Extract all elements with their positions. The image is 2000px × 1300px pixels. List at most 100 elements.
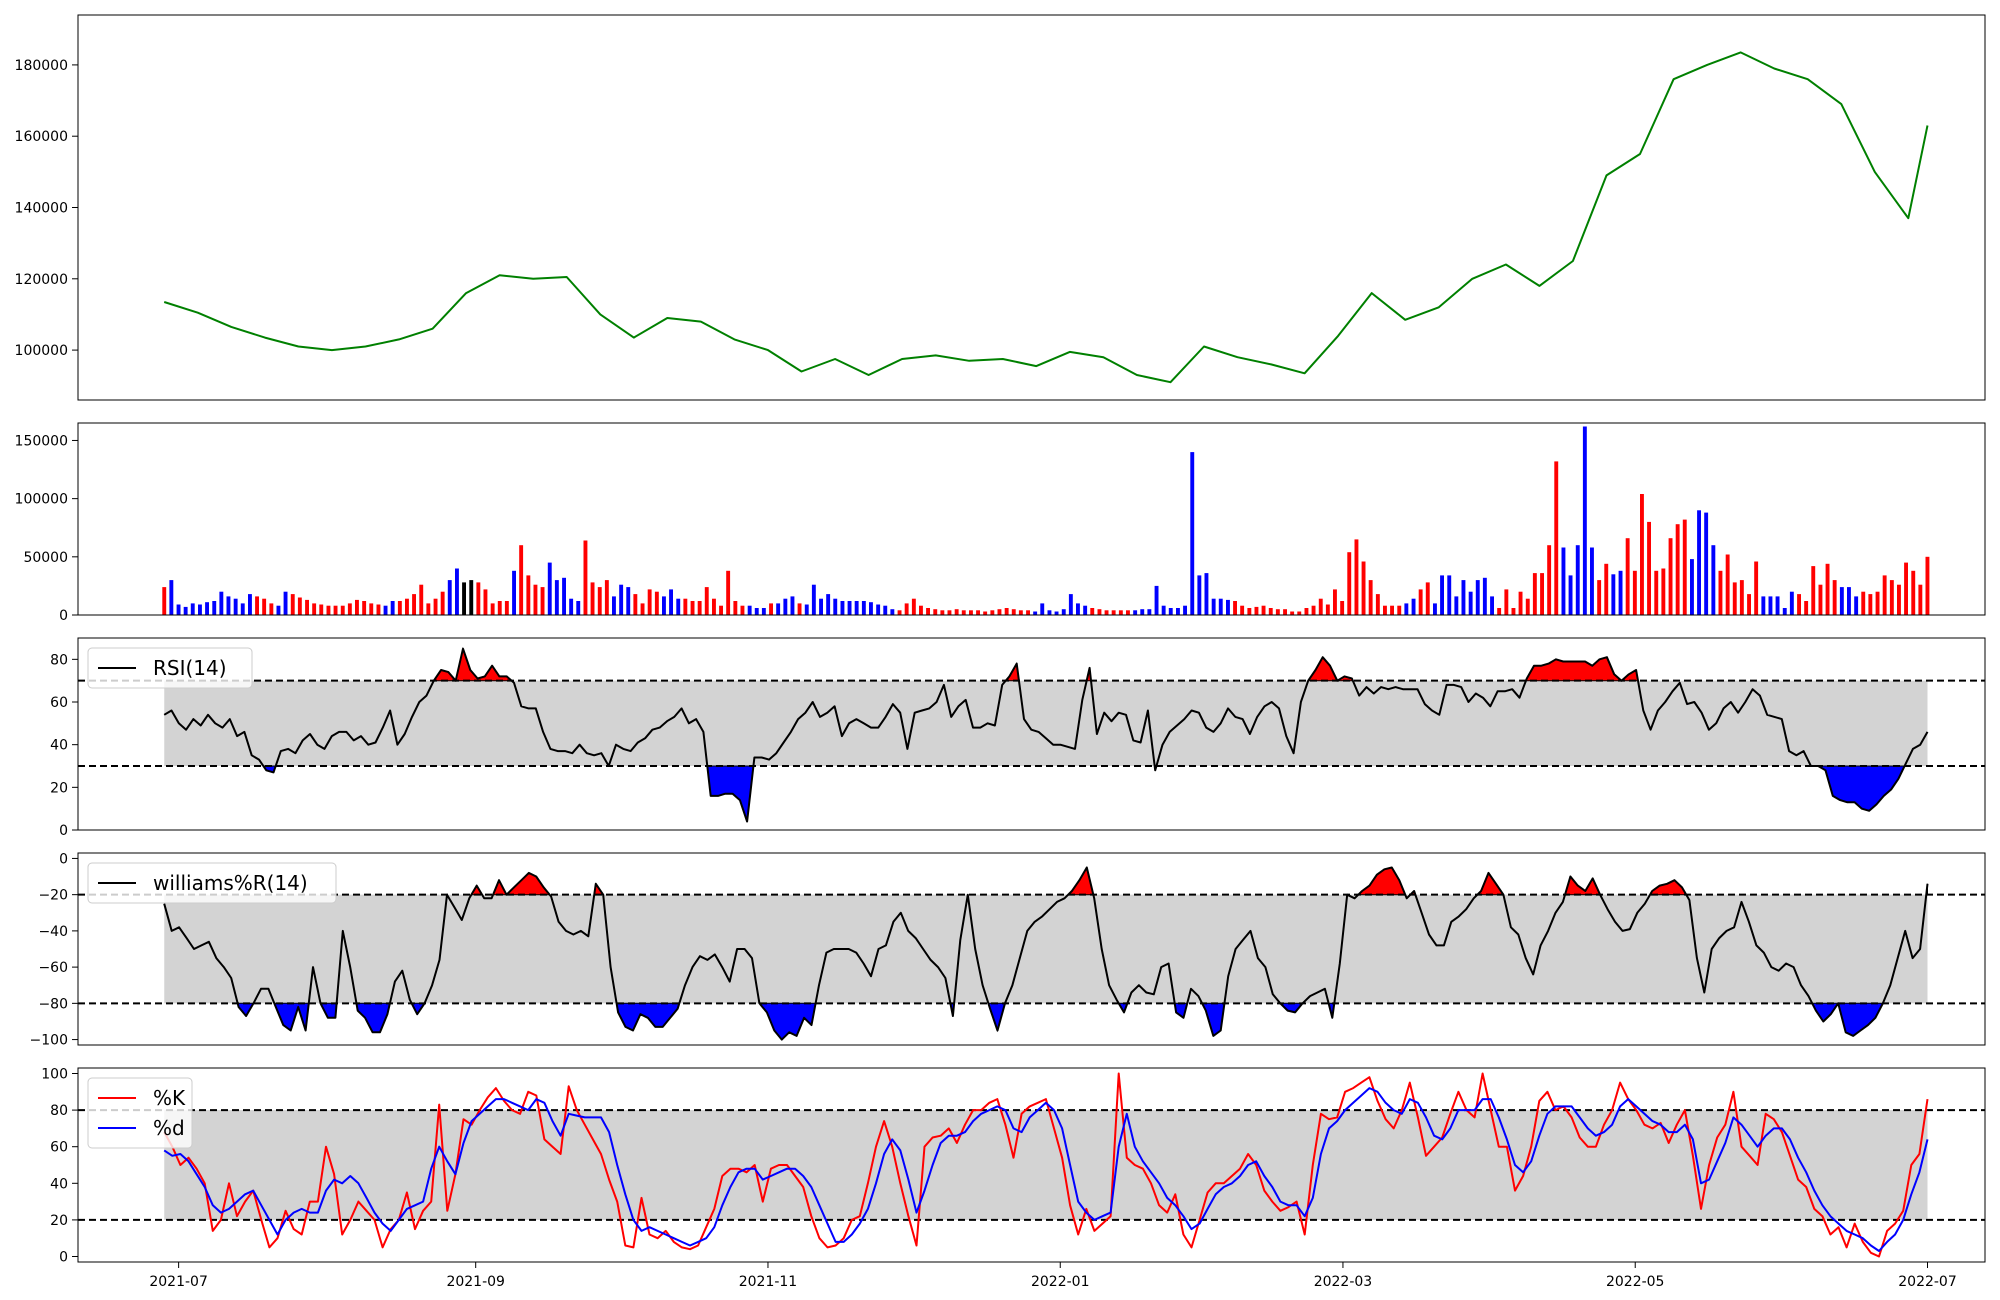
volume-bar bbox=[1104, 610, 1109, 615]
volume-bar bbox=[597, 587, 602, 615]
volume-bar bbox=[1540, 573, 1544, 615]
volume-bar bbox=[255, 596, 259, 615]
volume-bar bbox=[169, 580, 174, 615]
volume-bar bbox=[1632, 570, 1637, 615]
volume-bar bbox=[947, 610, 952, 615]
volume-bar bbox=[1582, 426, 1587, 615]
volume-bar bbox=[1268, 608, 1273, 615]
volume-bar bbox=[1839, 587, 1844, 615]
volume-bar bbox=[719, 605, 723, 615]
volume-bar bbox=[397, 601, 402, 615]
volume-ytick-label: 150000 bbox=[15, 433, 68, 449]
volume-bar bbox=[1204, 573, 1209, 615]
volume-bar bbox=[1525, 598, 1530, 615]
price-ytick-label: 100000 bbox=[15, 343, 68, 359]
volume-bar bbox=[897, 610, 902, 615]
price-ytick-label: 120000 bbox=[15, 272, 68, 288]
volume-bar bbox=[540, 587, 545, 615]
volume-bar bbox=[640, 603, 645, 615]
williams-ytick-label: −100 bbox=[30, 1033, 68, 1049]
volume-bar bbox=[1647, 521, 1651, 615]
volume-bar bbox=[1333, 589, 1337, 615]
price-line bbox=[163, 51, 1929, 384]
volume-bar bbox=[1190, 452, 1195, 615]
rsi-ytick-label: 0 bbox=[59, 823, 68, 839]
volume-bar bbox=[1561, 547, 1566, 615]
volume-bar bbox=[1868, 594, 1873, 615]
volume-bar bbox=[1390, 605, 1394, 615]
volume-bar bbox=[1497, 608, 1502, 615]
williams-frame bbox=[77, 852, 1986, 1046]
volume-bar bbox=[1918, 584, 1923, 615]
williams-band bbox=[164, 894, 1928, 1004]
volume-bar bbox=[633, 594, 638, 615]
rsi-ytick-label: 20 bbox=[50, 780, 68, 796]
volume-bar bbox=[1889, 580, 1894, 615]
volume-bar bbox=[1854, 596, 1859, 615]
volume-bar bbox=[376, 604, 381, 615]
williams-legend-label: williams%R(14) bbox=[153, 871, 308, 895]
volume-bar bbox=[1804, 601, 1809, 615]
volume-bar bbox=[1076, 603, 1080, 615]
volume-bar bbox=[1911, 570, 1916, 615]
volume-bar bbox=[369, 603, 374, 615]
volume-bar bbox=[583, 540, 588, 615]
williams-ytick-label: 0 bbox=[59, 851, 68, 867]
volume-bar bbox=[697, 601, 702, 615]
volume-bar bbox=[990, 610, 995, 615]
volume-bar bbox=[1247, 608, 1252, 615]
x-tick-label: 2022-01 bbox=[1031, 1274, 1090, 1290]
volume-bar bbox=[283, 591, 288, 615]
volume-bar bbox=[340, 605, 345, 615]
volume-bar bbox=[911, 598, 916, 615]
williams-ytick-label: −40 bbox=[38, 924, 68, 940]
volume-bar bbox=[619, 584, 624, 615]
volume-frame bbox=[77, 422, 1986, 616]
volume-bar bbox=[783, 598, 788, 615]
volume-bar bbox=[1383, 605, 1387, 615]
volume-bar bbox=[1047, 610, 1052, 615]
williams-ytick-label: −60 bbox=[38, 960, 68, 976]
stochastic-ytick-label: 0 bbox=[59, 1250, 68, 1266]
volume-bar bbox=[1197, 575, 1202, 615]
volume-bar bbox=[854, 601, 859, 615]
stochastic-k-line bbox=[163, 1072, 1929, 1258]
volume-bar bbox=[1554, 461, 1559, 615]
volume-bar bbox=[1004, 608, 1009, 615]
price-frame bbox=[77, 14, 1986, 401]
volume-bar bbox=[1161, 605, 1166, 615]
volume-bar bbox=[426, 603, 431, 615]
price-ytick-label: 180000 bbox=[15, 58, 68, 74]
x-tick-label: 2022-03 bbox=[1314, 1274, 1373, 1290]
volume-bar bbox=[212, 601, 217, 615]
volume-bar bbox=[1718, 570, 1723, 615]
volume-bar bbox=[1604, 563, 1609, 615]
volume-bar bbox=[690, 601, 695, 615]
volume-bar bbox=[1061, 609, 1066, 615]
volume-bar bbox=[1897, 584, 1901, 615]
volume-bar bbox=[1440, 575, 1444, 615]
volume-bar bbox=[233, 598, 238, 615]
volume-bar bbox=[1818, 584, 1823, 615]
volume-bar bbox=[1097, 609, 1102, 615]
volume-bar bbox=[1318, 598, 1323, 615]
x-tick-label: 2022-05 bbox=[1606, 1274, 1665, 1290]
volume-bar bbox=[954, 609, 959, 615]
volume-bar bbox=[1575, 545, 1580, 615]
volume-bar bbox=[1176, 608, 1180, 615]
price-ytick-label: 160000 bbox=[15, 129, 68, 145]
williams-line bbox=[163, 866, 1929, 1041]
volume-bar bbox=[1832, 580, 1837, 615]
stochastic-ytick-label: 20 bbox=[50, 1213, 68, 1229]
volume-bar bbox=[869, 602, 873, 615]
stochastic-legend-label: %d bbox=[153, 1116, 185, 1140]
volume-bar bbox=[1354, 539, 1359, 615]
rsi-frame bbox=[77, 637, 1986, 831]
volume-bar bbox=[440, 591, 445, 615]
volume-bar bbox=[669, 589, 673, 615]
volume-bar bbox=[1133, 610, 1138, 615]
volume-bar bbox=[1532, 573, 1537, 615]
volume-bar bbox=[740, 605, 745, 615]
rsi-legend-label: RSI(14) bbox=[153, 656, 227, 680]
volume-bar bbox=[712, 598, 716, 615]
